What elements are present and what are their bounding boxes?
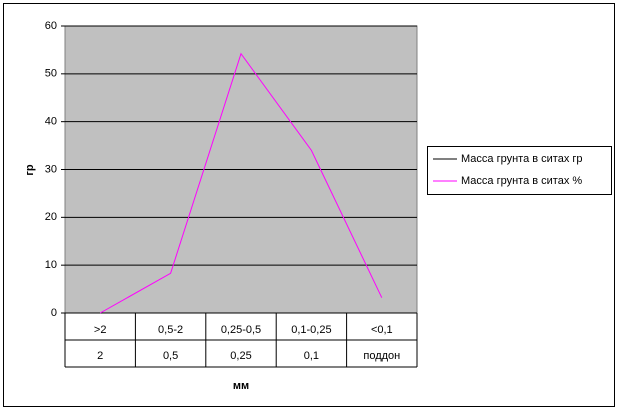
x-tick-label: 0,25 [230,350,251,362]
y-tick-label: 10 [45,259,57,271]
legend-label: Масса грунта в ситах гр [461,153,583,165]
x-tick-label: 0,5-2 [158,324,183,336]
y-tick-label: 20 [45,211,57,223]
x-tick-label: 0,25-0,5 [221,324,261,336]
x-axis-title: мм [233,380,249,392]
x-tick-label: 0,1 [304,350,319,362]
y-axis-title: гр [24,164,36,176]
legend [427,146,612,195]
y-tick-label: 50 [45,68,57,80]
x-tick-label: поддон [363,350,400,362]
x-tick-label: >2 [94,324,107,336]
series-line [99,52,383,314]
x-tick-label: 0,5 [163,350,178,362]
y-tick-label: 40 [45,116,57,128]
legend-label: Масса грунта в ситах % [461,175,582,187]
y-tick-label: 0 [51,307,57,319]
y-tick-label: 60 [45,20,57,32]
y-tick-label: 30 [45,163,57,175]
x-tick-label: 2 [97,350,103,362]
x-tick-label: <0,1 [371,324,393,336]
x-tick-label: 0,1-0,25 [291,324,331,336]
